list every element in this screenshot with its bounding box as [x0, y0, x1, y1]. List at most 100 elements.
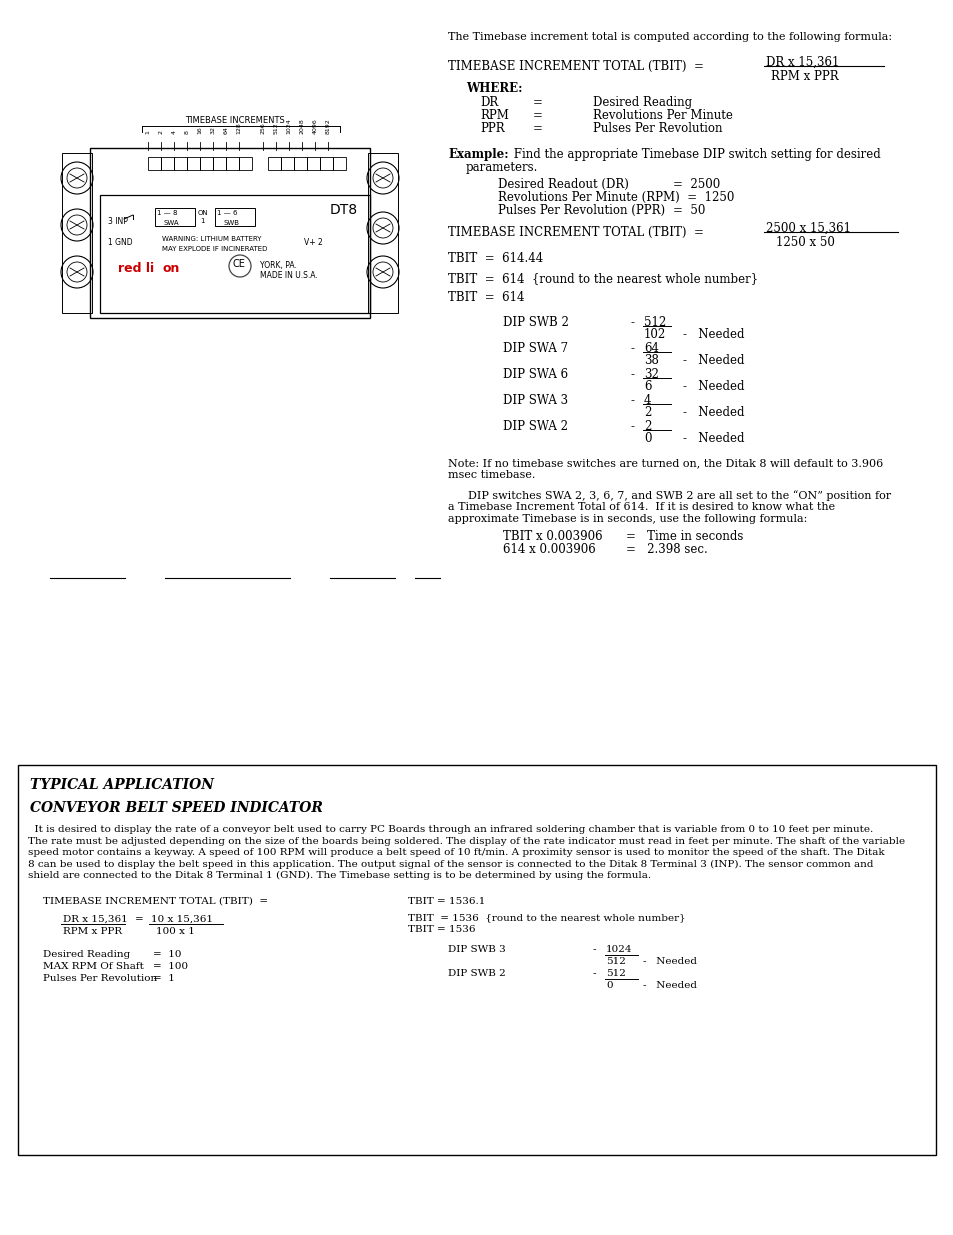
Bar	[333, 157, 346, 170]
Text: SWA: SWA	[164, 220, 179, 226]
Text: -   Needed: - Needed	[682, 406, 743, 419]
Text: TBIT  = 1536  {round to the nearest whole number}: TBIT = 1536 {round to the nearest whole …	[408, 913, 685, 923]
Text: -: -	[593, 969, 596, 978]
Text: =  10: = 10	[152, 950, 181, 960]
Text: DR: DR	[479, 96, 497, 109]
Text: 4: 4	[643, 394, 651, 408]
Text: 2500 x 15,361: 2500 x 15,361	[765, 222, 850, 235]
Text: speed motor contains a keyway. A speed of 100 RPM will produce a belt speed of 1: speed motor contains a keyway. A speed o…	[28, 848, 883, 857]
Text: =  100: = 100	[152, 962, 188, 971]
Text: 64: 64	[643, 342, 659, 354]
Bar	[319, 157, 333, 170]
Bar	[90, 148, 370, 317]
Text: TBIT = 1536: TBIT = 1536	[408, 925, 475, 934]
Text: =: =	[533, 122, 542, 135]
Text: Revolutions Per Minute: Revolutions Per Minute	[593, 109, 732, 122]
Text: 102: 102	[643, 329, 665, 341]
Text: Desired Readout (DR): Desired Readout (DR)	[497, 178, 628, 191]
Text: -   Needed: - Needed	[642, 957, 697, 966]
Text: 3 INP: 3 INP	[108, 217, 128, 226]
Text: on: on	[163, 262, 180, 275]
Bar	[148, 157, 161, 170]
Text: 8: 8	[184, 130, 190, 135]
Text: DR x 15,361: DR x 15,361	[63, 915, 128, 924]
Text: red li: red li	[118, 262, 154, 275]
Text: DIP SWA 2: DIP SWA 2	[502, 420, 567, 433]
Text: DIP SWB 3: DIP SWB 3	[448, 945, 505, 953]
Text: ON: ON	[198, 210, 209, 216]
Bar	[161, 157, 173, 170]
Text: 16: 16	[197, 126, 202, 135]
Text: DIP SWB 2: DIP SWB 2	[502, 316, 568, 329]
Text: Find the appropriate Timebase DIP switch setting for desired: Find the appropriate Timebase DIP switch…	[510, 148, 880, 161]
Text: 614 x 0.003906: 614 x 0.003906	[502, 543, 595, 556]
Bar	[18, 764, 935, 1155]
Text: -   Needed: - Needed	[682, 432, 743, 445]
Text: DIP SWA 7: DIP SWA 7	[502, 342, 568, 354]
Text: SWB: SWB	[224, 220, 240, 226]
Bar	[226, 157, 239, 170]
Text: 38: 38	[643, 354, 659, 367]
Bar	[187, 157, 200, 170]
Bar	[154, 207, 194, 226]
Bar	[239, 157, 252, 170]
Text: -   Needed: - Needed	[682, 354, 743, 367]
Text: 1 — 6: 1 — 6	[216, 210, 237, 216]
Text: 64: 64	[223, 126, 229, 135]
Text: CONVEYOR BELT SPEED INDICATOR: CONVEYOR BELT SPEED INDICATOR	[30, 802, 322, 815]
Text: 2: 2	[643, 406, 651, 419]
Text: =  1: = 1	[152, 974, 174, 983]
Text: TIMEBASE INCREMENT TOTAL (TBIT)  =: TIMEBASE INCREMENT TOTAL (TBIT) =	[448, 61, 703, 73]
Text: DR x 15,361: DR x 15,361	[765, 56, 839, 69]
Text: -: -	[630, 368, 635, 382]
Text: 1: 1	[200, 219, 204, 224]
Text: 2048: 2048	[299, 119, 304, 135]
Bar	[100, 195, 370, 312]
Text: -   Needed: - Needed	[682, 329, 743, 341]
Text: TYPICAL APPLICATION: TYPICAL APPLICATION	[30, 778, 213, 792]
Bar	[200, 157, 213, 170]
Text: V+ 2: V+ 2	[304, 238, 322, 247]
Text: Pulses Per Revolution: Pulses Per Revolution	[43, 974, 157, 983]
Text: Example:: Example:	[448, 148, 508, 161]
Text: 1024: 1024	[605, 945, 632, 953]
Text: Note: If no timebase switches are turned on, the Ditak 8 will default to 3.906: Note: If no timebase switches are turned…	[448, 458, 882, 468]
Text: 512: 512	[605, 957, 625, 966]
Bar	[268, 157, 281, 170]
Text: 6: 6	[643, 380, 651, 393]
Text: WHERE:: WHERE:	[465, 82, 522, 95]
Text: Pulses Per Revolution: Pulses Per Revolution	[593, 122, 721, 135]
Text: =: =	[533, 96, 542, 109]
Text: 100 x 1: 100 x 1	[156, 927, 194, 936]
Text: The Timebase increment total is computed according to the following formula:: The Timebase increment total is computed…	[448, 32, 891, 42]
Text: 1024: 1024	[286, 119, 292, 135]
Text: 32: 32	[643, 368, 659, 382]
Text: WARNING: LITHIUM BATTERY: WARNING: LITHIUM BATTERY	[162, 236, 261, 242]
Text: -   Needed: - Needed	[642, 981, 697, 990]
Text: =   Time in seconds: = Time in seconds	[625, 530, 742, 543]
Text: TIMEBASE INCREMENTS: TIMEBASE INCREMENTS	[185, 116, 284, 125]
Text: Desired Reading: Desired Reading	[43, 950, 131, 960]
Text: -: -	[630, 316, 635, 329]
Text: =: =	[533, 109, 542, 122]
Bar	[62, 153, 91, 312]
Text: 4096: 4096	[313, 119, 317, 135]
Text: TBIT  =  614: TBIT = 614	[448, 291, 524, 304]
Text: TBIT  =  614.44: TBIT = 614.44	[448, 252, 542, 266]
Text: a Timebase Increment Total of 614.  If it is desired to know what the: a Timebase Increment Total of 614. If it…	[448, 501, 834, 513]
Text: DIP SWB 2: DIP SWB 2	[448, 969, 505, 978]
Text: TIMEBASE INCREMENT TOTAL (TBIT)  =: TIMEBASE INCREMENT TOTAL (TBIT) =	[448, 226, 703, 240]
Text: 1250 x 50: 1250 x 50	[775, 236, 834, 249]
Bar	[307, 157, 319, 170]
Text: It is desired to display the rate of a conveyor belt used to carry PC Boards thr: It is desired to display the rate of a c…	[28, 825, 872, 834]
Text: -: -	[630, 342, 635, 354]
Text: 8192: 8192	[325, 119, 330, 135]
Text: 2: 2	[158, 130, 163, 135]
Text: 1 GND: 1 GND	[108, 238, 132, 247]
Text: -: -	[593, 945, 596, 953]
Text: msec timebase.: msec timebase.	[448, 471, 535, 480]
Text: 1 — 8: 1 — 8	[157, 210, 177, 216]
Bar	[294, 157, 307, 170]
Text: TIMEBASE INCREMENT TOTAL (TBIT)  =: TIMEBASE INCREMENT TOTAL (TBIT) =	[43, 897, 268, 906]
Text: =  2500: = 2500	[672, 178, 720, 191]
